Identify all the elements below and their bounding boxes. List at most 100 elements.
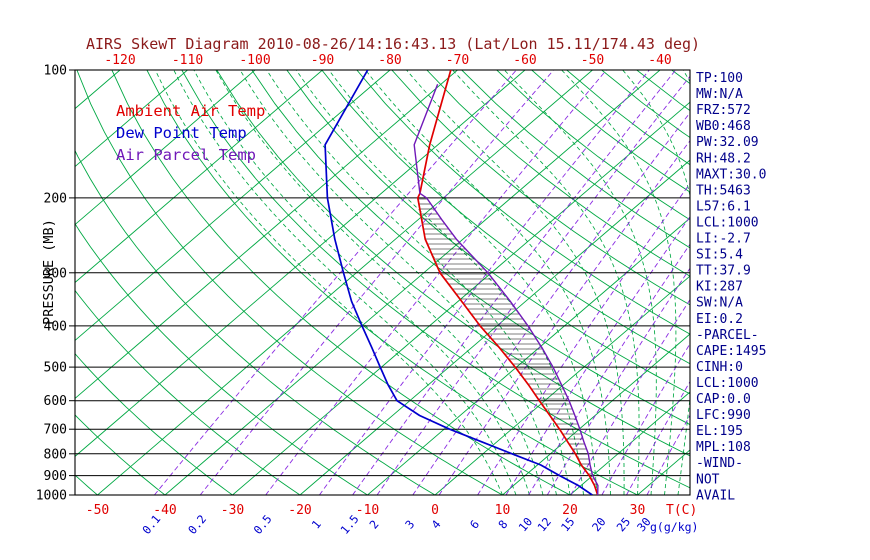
bottom-temp-tick-label: -10 (356, 503, 379, 518)
mixing-ratio-line (319, 70, 650, 495)
stats-line: LCL:1000 (696, 376, 759, 391)
mixing-ratio-tick-label: 10 (516, 515, 536, 535)
moist-adiabat-line (215, 70, 544, 495)
mixing-ratio-tick-label: 6 (467, 517, 482, 531)
stats-line: SW:N/A (696, 296, 743, 311)
mixing-ratio-line (528, 243, 690, 495)
mixing-ratio-tick-label: 8 (495, 517, 510, 531)
pressure-tick-label: 700 (44, 423, 67, 438)
moist-adiabat-line (239, 70, 557, 495)
stats-line: MPL:108 (696, 440, 751, 455)
dry-adiabat-line (391, 70, 690, 306)
moist-adiabat-line (622, 70, 690, 495)
legend: Ambient Air Temp Dew Point Temp Air Parc… (116, 102, 265, 164)
mixing-ratio-line (265, 70, 607, 495)
legend-dew-point-temp: Dew Point Temp (116, 124, 247, 142)
mixing-ratio-tick-label: 12 (534, 515, 554, 535)
mixing-ratio-line (477, 182, 690, 495)
mixing-ratio-unit-label: g(g/kg) (650, 520, 698, 534)
stats-line: CAP:0.0 (696, 392, 751, 407)
dry-adiabat-line (426, 70, 690, 277)
isotherm-line (434, 275, 690, 495)
stats-line: KI:287 (696, 280, 743, 295)
moist-adiabat-line (328, 70, 598, 495)
stats-line: NOT (696, 472, 720, 487)
mixing-ratio-tick-label: 25 (614, 515, 634, 535)
top-temp-tick-label: -100 (239, 53, 270, 68)
stats-line: -PARCEL- (696, 328, 759, 343)
moist-adiabat-line (154, 70, 503, 495)
isotherm-line (367, 217, 690, 495)
bottom-temp-tick-label: 20 (562, 503, 578, 518)
stats-line: AVAIL (696, 488, 735, 503)
isotherm-line (502, 333, 690, 495)
isotherm-line (75, 70, 458, 400)
chart-title: AIRS SkewT Diagram 2010-08-26/14:16:43.1… (86, 35, 700, 53)
mixing-ratio-line (505, 215, 690, 495)
moist-adiabat-line (173, 70, 517, 495)
stats-line: MAXT:30.0 (696, 167, 766, 182)
stats-line: EL:195 (696, 424, 743, 439)
mixing-ratio-line (646, 414, 690, 495)
moist-adiabat-line (295, 70, 584, 495)
dry-adiabat-line (75, 353, 233, 495)
pressure-tick-label: 900 (44, 469, 67, 484)
stats-line: -WIND- (696, 456, 743, 471)
bottom-temp-tick-label: 30 (630, 503, 646, 518)
stats-line: TT:37.9 (696, 264, 751, 279)
sounding-curves (324, 70, 599, 495)
stats-line: LI:-2.7 (696, 232, 751, 247)
moist-adiabat-line (266, 70, 571, 495)
ambient-temp-curve (416, 70, 599, 495)
mixing-ratio-tick-label: 0.5 (251, 512, 275, 537)
mixing-ratio-tick-label: 1 (309, 517, 324, 531)
stats-line: MW:N/A (696, 87, 743, 102)
dew-point-curve (324, 70, 593, 495)
mixing-ratio-line (412, 111, 690, 495)
dry-adiabat-line (461, 70, 690, 249)
mixing-ratio-line (352, 70, 677, 495)
stats-line: RH:48.2 (696, 151, 751, 166)
stats-line: TH:5463 (696, 183, 751, 198)
stats-line: EI:0.2 (696, 312, 743, 327)
top-temp-tick-label: -60 (513, 53, 536, 68)
top-temp-tick-label: -90 (311, 53, 334, 68)
dry-adiabat-line (75, 149, 436, 495)
dry-adiabat-line (251, 70, 690, 426)
dry-adiabat-line (496, 70, 690, 221)
stats-line: WB0:468 (696, 119, 751, 134)
pressure-tick-label: 300 (44, 266, 67, 281)
stats-line: FRZ:572 (696, 103, 751, 118)
plot-frame (74, 69, 691, 496)
mixing-ratio-line (199, 70, 554, 495)
stats-line: L57:6.1 (696, 199, 751, 214)
chart-labels: AIRS SkewT Diagram 2010-08-26/14:16:43.1… (36, 35, 767, 537)
dry-adiabat-line (356, 70, 690, 335)
moist-adiabat-line (503, 70, 657, 495)
pressure-tick-label: 100 (44, 64, 67, 79)
stats-line: SI:5.4 (696, 248, 743, 263)
mixing-ratio-line (601, 342, 690, 495)
dry-adiabat-line (181, 70, 690, 489)
parcel-temp-curve (413, 83, 599, 495)
mixing-ratio-tick-label: 2 (366, 517, 381, 531)
pressure-tick-label: 500 (44, 361, 67, 376)
top-temp-tick-label: -50 (581, 53, 604, 68)
top-temp-tick-label: -80 (378, 53, 401, 68)
moist-adiabat-line (406, 70, 625, 495)
mixing-ratio-tick-label: 4 (428, 517, 443, 531)
bottom-temp-tick-label: -20 (288, 503, 311, 518)
top-temp-tick-label: -120 (104, 53, 135, 68)
isotherm-line (97, 70, 593, 495)
dry-adiabat-line (75, 289, 301, 495)
dry-adiabat-line (321, 70, 690, 365)
isotherm-line (75, 70, 323, 284)
mixing-ratio-line (546, 267, 690, 495)
stats-line: TP:100 (696, 71, 743, 86)
mixing-ratio-tick-label: 3 (402, 517, 417, 531)
stats-line: CINH:0 (696, 360, 743, 375)
legend-air-parcel-temp: Air Parcel Temp (116, 146, 256, 164)
stats-line: PW:32.09 (696, 135, 759, 150)
moist-adiabat-line (452, 70, 640, 495)
